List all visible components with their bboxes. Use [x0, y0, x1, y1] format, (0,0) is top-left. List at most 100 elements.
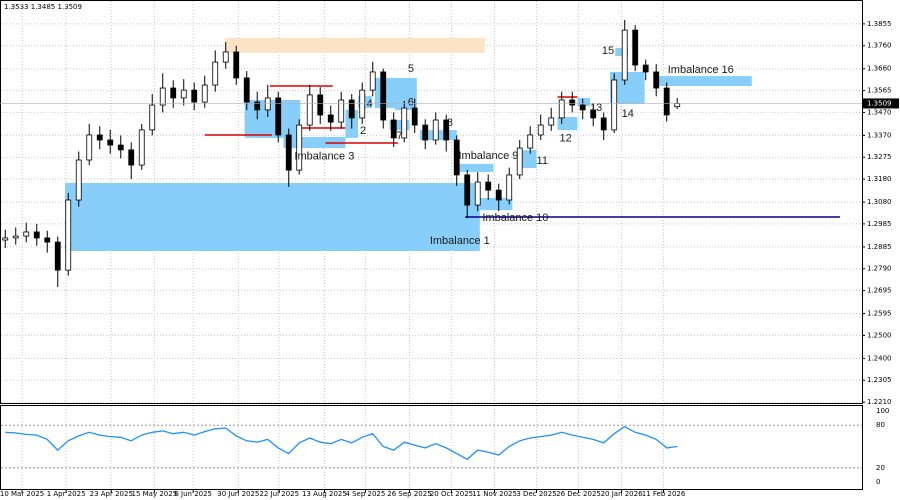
indicator-tick-label: 20: [876, 464, 885, 472]
candle-body: [359, 89, 366, 119]
x-tick-label: 1 Apr 2025: [47, 490, 86, 498]
zone-label: 2: [360, 125, 366, 137]
zone-label: 4: [367, 98, 373, 110]
candle-body: [474, 181, 481, 206]
header-high: 1.3533: [4, 3, 29, 11]
y-tick-label: 1.2500: [867, 331, 892, 339]
zone-label: 15: [602, 45, 614, 57]
x-tick-label: 3 Dec 2025: [516, 490, 556, 498]
candle-body: [464, 174, 471, 206]
x-tick-label: 30 Jun 2025: [217, 490, 259, 498]
zone-label: 5: [408, 63, 414, 75]
candle-body: [243, 77, 250, 103]
y-tick-label: 1.3080: [867, 198, 892, 206]
x-tick-label: 15 May 2025: [132, 490, 178, 498]
x-tick-label: 20 Jan 2026: [601, 490, 644, 498]
candle-body: [86, 134, 93, 161]
candle-body: [548, 117, 555, 126]
y-tick-label: 1.3470: [867, 108, 892, 116]
candle-body: [191, 89, 198, 103]
imbalance-zone: [615, 48, 628, 57]
candle-body: [663, 87, 670, 116]
candle-body: [317, 94, 324, 116]
candle-body: [495, 189, 502, 201]
y-tick-label: 1.3855: [867, 20, 892, 28]
imbalance-zone: [479, 197, 513, 211]
x-tick-label: 11 Feb 2026: [642, 490, 686, 498]
candle-body: [369, 71, 376, 91]
indicator-line: [5, 425, 678, 461]
indicator-tick-label: 100: [876, 407, 889, 415]
y-tick-label: 1.3760: [867, 42, 892, 50]
indicator-tick-label: 0: [876, 478, 880, 486]
candle-body: [558, 99, 565, 119]
x-tick-label: 4 Sep 2025: [345, 490, 385, 498]
x-tick-label: 26 Dec 2025: [556, 490, 601, 498]
y-tick-label: 1.2210: [867, 398, 892, 406]
x-tick-label: 6 Jun 2025: [174, 490, 212, 498]
candle-body: [138, 129, 145, 166]
zone-label: 13: [590, 102, 602, 114]
candle-body: [632, 29, 639, 66]
candle-body: [306, 94, 313, 126]
candle-body: [33, 231, 40, 239]
candle-body: [201, 84, 208, 103]
candle-body: [296, 124, 303, 171]
candle-body: [611, 79, 618, 131]
zone-label: 14: [622, 108, 634, 120]
y-tick-label: 1.3275: [867, 153, 892, 161]
candle-body: [380, 71, 387, 121]
candle-body: [264, 97, 271, 111]
candle-body: [96, 134, 103, 141]
imbalance-zone: [655, 76, 752, 86]
y-tick-label: 1.2790: [867, 265, 892, 273]
zone-label: Imbalance 10: [482, 212, 548, 224]
candle-body: [506, 174, 513, 201]
candle-body: [411, 107, 418, 126]
indicator-tick-label: 80: [876, 421, 885, 429]
candle-body: [44, 237, 51, 243]
y-tick-label: 1.3180: [867, 175, 892, 183]
candle-body: [653, 71, 660, 89]
candle-body: [128, 149, 135, 166]
candle-body: [642, 64, 649, 73]
header-close: 1.3509: [57, 3, 82, 11]
candle-body: [23, 231, 30, 237]
candle-body: [432, 119, 439, 141]
x-tick-label: 13 Aug 2025: [302, 490, 347, 498]
candle-body: [621, 29, 628, 81]
candle-body: [537, 124, 544, 136]
imbalance-zone: [519, 150, 537, 169]
imbalance-zone: [283, 137, 346, 149]
candle-body: [75, 159, 82, 201]
candle-body: [590, 109, 597, 119]
y-tick-label: 1.3565: [867, 87, 892, 95]
header-low: 1.3485: [31, 3, 56, 11]
candle-body: [516, 147, 523, 176]
candle-body: [170, 87, 177, 99]
candle-body: [222, 51, 229, 63]
y-tick-label: 1.2595: [867, 310, 892, 318]
imbalance-zone: [224, 37, 486, 53]
x-tick-label: 26 Sep 2025: [387, 490, 431, 498]
imbalance-zone: [394, 94, 415, 111]
y-tick-label: 1.2695: [867, 287, 892, 295]
candle-body: [579, 104, 586, 111]
y-tick-label: 1.2400: [867, 354, 892, 362]
candle-body: [233, 51, 240, 79]
candle-body: [401, 107, 408, 139]
zone-label: 7: [396, 130, 402, 142]
candle-body: [674, 103, 681, 108]
imbalance-zone: [244, 100, 301, 138]
candle-body: [107, 139, 114, 146]
imbalance-zone: [577, 97, 591, 106]
imbalance-zone: [389, 120, 410, 131]
candle-body: [54, 241, 61, 271]
zone-label: Imbalance 3: [294, 150, 354, 162]
candle-body: [327, 114, 334, 123]
zone-label: 11: [537, 155, 548, 167]
y-tick-label: 1.3660: [867, 65, 892, 73]
imbalance-zone: [557, 117, 578, 131]
candle-body: [149, 104, 156, 131]
candle-body: [159, 87, 166, 106]
